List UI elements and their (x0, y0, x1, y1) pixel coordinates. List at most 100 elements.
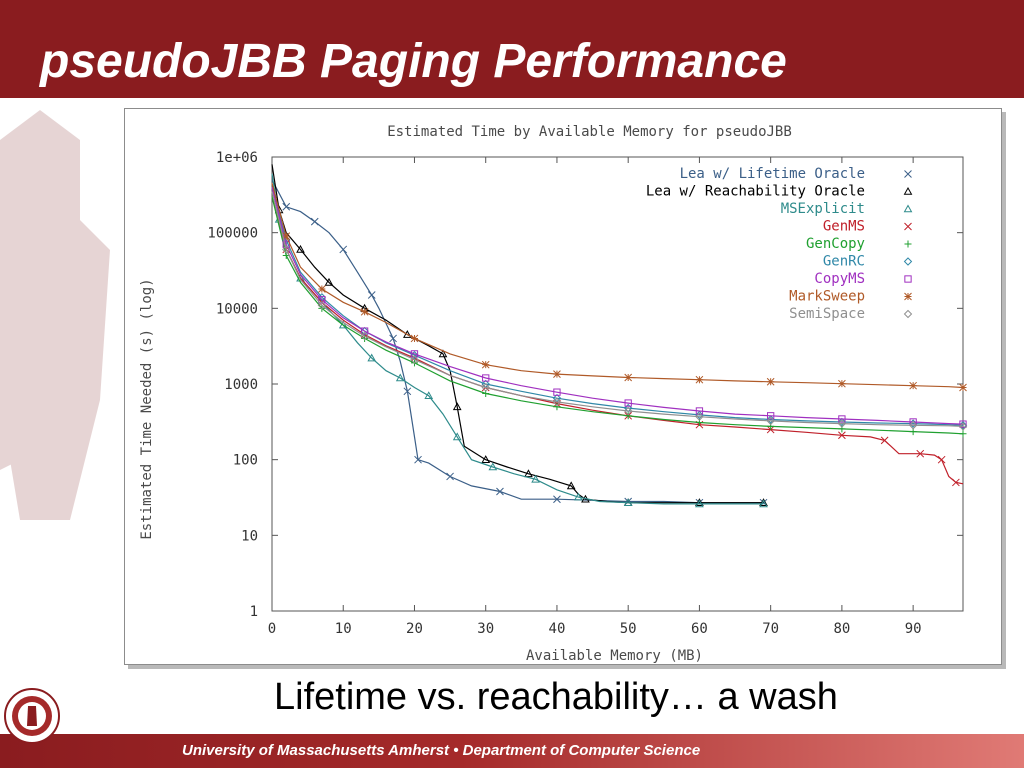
data-point (367, 353, 377, 362)
x-tick-label: 50 (620, 621, 637, 637)
y-tick-label: 1e+06 (216, 150, 258, 166)
legend-marker (904, 275, 912, 283)
data-point (367, 291, 376, 299)
y-tick-label: 1000 (224, 377, 258, 393)
data-point (553, 403, 561, 411)
legend-label: Lea w/ Lifetime Oracle (680, 166, 865, 182)
series-lea-w-lifetime-oracle (271, 179, 768, 507)
data-point (766, 377, 775, 386)
university-seal-watermark (0, 110, 110, 520)
data-point (838, 379, 846, 388)
data-point (481, 360, 490, 369)
legend-label: CopyMS (814, 271, 865, 287)
series-line (271, 183, 964, 389)
legend-marker (904, 292, 912, 301)
series-line (271, 186, 964, 425)
legend-marker (903, 186, 913, 195)
legend-marker (904, 170, 912, 178)
data-point (410, 350, 419, 358)
series-line (271, 179, 764, 504)
data-point (837, 417, 847, 427)
data-point (296, 244, 305, 253)
x-tick-label: 40 (549, 621, 566, 637)
data-point (482, 374, 490, 382)
data-point (339, 245, 348, 254)
data-point (438, 349, 448, 358)
data-point (496, 487, 504, 496)
y-tick-label: 10 (241, 528, 258, 544)
data-point (410, 351, 419, 360)
data-point (403, 330, 412, 338)
chart-frame: Estimated Time by Available Memory for p… (124, 108, 1002, 665)
legend: Lea w/ Lifetime Oracle Lea w/ Reachabilit… (646, 166, 913, 322)
data-point (410, 355, 419, 364)
series-line (271, 196, 964, 485)
series-line (271, 173, 764, 505)
data-point (282, 202, 291, 211)
footer-text: University of Massachusetts Amherst • De… (182, 742, 701, 759)
data-point (566, 481, 576, 490)
legend-label: MSExplicit (781, 201, 865, 217)
data-point (553, 388, 561, 396)
data-point (766, 415, 775, 424)
data-point (909, 381, 917, 390)
legend-label: MarkSweep (789, 289, 865, 305)
x-tick-label: 80 (833, 621, 850, 637)
data-point (360, 327, 369, 335)
data-point (695, 412, 704, 421)
data-point (959, 420, 967, 428)
series-line (271, 196, 964, 435)
series-copyms (271, 186, 967, 428)
data-point (524, 469, 533, 478)
title-bar (0, 0, 1024, 102)
title-rule (0, 98, 1024, 102)
legend-label: GenMS (823, 219, 865, 235)
legend-marker (904, 240, 912, 248)
data-point (395, 373, 405, 382)
data-point (766, 416, 775, 426)
data-point (410, 334, 419, 343)
legend-marker (903, 309, 913, 319)
data-point (623, 498, 633, 506)
data-point (481, 383, 490, 392)
data-point (959, 383, 967, 392)
data-point (318, 296, 326, 304)
data-point (481, 455, 491, 463)
x-axis-label: Available Memory (MB) (526, 648, 703, 664)
legend-marker (904, 222, 912, 231)
x-tick-label: 20 (406, 621, 423, 637)
legend-marker (903, 204, 913, 213)
data-point (552, 397, 562, 407)
legend-marker (903, 257, 913, 266)
data-point (324, 277, 334, 286)
data-point (389, 334, 397, 343)
chart-title: Estimated Time by Available Memory for p… (387, 124, 792, 140)
data-point (318, 285, 326, 293)
data-point (759, 499, 768, 508)
data-point (553, 370, 561, 378)
data-point (937, 455, 946, 464)
data-point (310, 217, 319, 226)
series-lea-w-reachability-oracle (271, 164, 768, 506)
y-tick-label: 1 (250, 604, 258, 620)
data-point (282, 245, 291, 254)
data-point (916, 449, 925, 458)
data-point (452, 432, 462, 441)
series-line (271, 164, 764, 504)
data-point (958, 422, 968, 431)
data-point (695, 499, 704, 508)
data-point (623, 406, 633, 416)
data-point (553, 495, 561, 504)
x-tick-label: 0 (268, 621, 276, 637)
data-point (446, 472, 454, 481)
x-tick-label: 90 (905, 621, 922, 637)
data-point (424, 391, 434, 400)
data-point (952, 478, 960, 487)
x-tick-label: 70 (762, 621, 779, 637)
data-point (403, 387, 412, 396)
data-point (573, 492, 583, 501)
data-point (959, 430, 967, 438)
x-tick-label: 10 (335, 621, 352, 637)
data-point (317, 300, 327, 310)
legend-label: SemiSpace (789, 306, 865, 322)
